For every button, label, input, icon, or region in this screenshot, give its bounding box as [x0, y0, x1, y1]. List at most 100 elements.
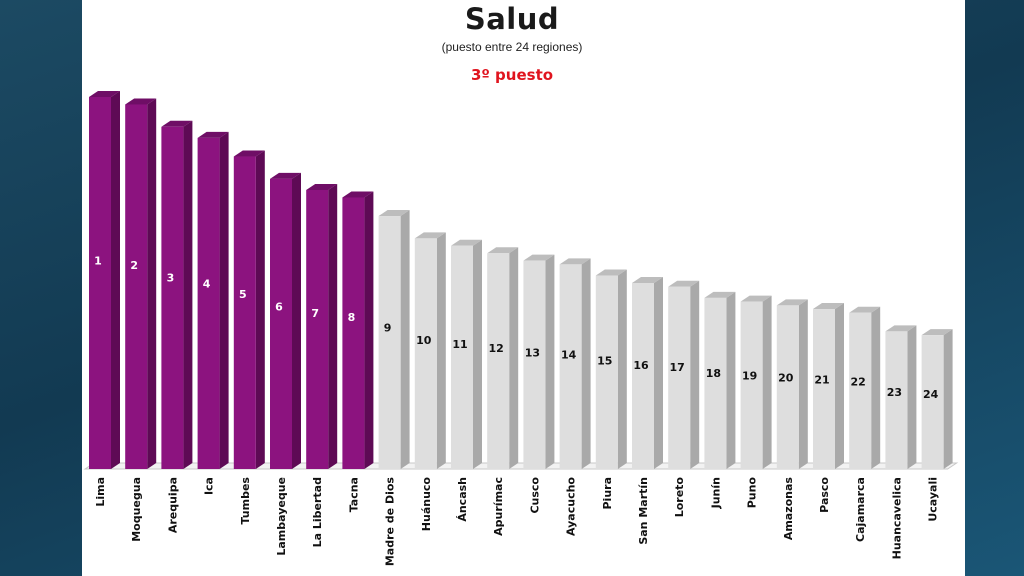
bar-12 [487, 247, 519, 469]
bar-top [342, 191, 374, 198]
bar-top [668, 280, 700, 287]
bar-value-label: 22 [851, 376, 866, 389]
bar-side [400, 210, 410, 470]
category-label: Tacna [347, 477, 360, 512]
bar-value-label: 13 [525, 346, 540, 359]
bar-front [414, 238, 437, 469]
bar-top [89, 91, 120, 97]
bar-top [813, 303, 844, 310]
category-label: Apurímac [492, 477, 505, 536]
bar-1 [89, 91, 120, 469]
category-label: Puno [746, 477, 759, 509]
bar-10 [414, 232, 446, 469]
bar-front [740, 301, 763, 469]
bar-side [364, 191, 374, 469]
bar-value-label: 3 [167, 271, 175, 284]
bar-15 [595, 269, 627, 469]
bar-side [219, 131, 229, 470]
bar-3 [161, 120, 193, 469]
bar-11 [451, 239, 482, 469]
bar-front [849, 312, 872, 469]
category-label: San Martín [637, 477, 650, 545]
bar-front [487, 253, 510, 469]
bar-top [740, 295, 772, 302]
category-label: Arequipa [166, 477, 179, 533]
bar-17 [668, 280, 700, 469]
category-label: Amazonas [782, 477, 795, 541]
category-label: Cajamarca [854, 477, 867, 542]
bar-side [545, 254, 555, 469]
bar-value-label: 21 [814, 373, 829, 386]
bar-value-label: 6 [275, 301, 283, 314]
bar-value-label: 5 [239, 288, 247, 301]
category-label: Cusco [528, 477, 541, 514]
bar-front [595, 275, 618, 469]
bar-value-label: 9 [384, 321, 392, 334]
bar-top [125, 98, 157, 105]
bar-top [197, 131, 229, 138]
bar-20 [776, 299, 808, 469]
bar-top [270, 172, 301, 179]
bar-9 [378, 210, 410, 470]
bar-front [378, 216, 401, 469]
rank-highlight: 3º puesto [470, 66, 554, 84]
bar-value-label: 17 [670, 361, 685, 374]
bar-value-label: 15 [597, 355, 612, 368]
bar-top [233, 150, 265, 157]
category-label: Ayacucho [565, 477, 578, 536]
bar-front [197, 137, 220, 470]
bar-side [762, 295, 772, 469]
bar-front [668, 286, 691, 469]
bar-front [921, 335, 944, 469]
bar-top [161, 120, 193, 127]
bar-side [111, 91, 120, 469]
bar-side [147, 98, 157, 469]
bar-7 [306, 184, 338, 469]
bar-top [595, 269, 627, 276]
bar-top [921, 329, 953, 336]
bar-front [161, 126, 184, 469]
bar-front [632, 283, 654, 469]
bar-value-label: 8 [348, 311, 356, 324]
bar-side [690, 280, 700, 469]
bar-top [523, 254, 555, 261]
bar-value-label: 4 [203, 278, 211, 291]
bar-front [559, 264, 582, 469]
category-label: Áncash [456, 477, 469, 522]
bar-6 [270, 172, 301, 469]
bar-24 [921, 329, 953, 469]
bar-front [125, 104, 148, 469]
bar-21 [813, 303, 844, 469]
bar-value-label: 11 [452, 338, 467, 351]
bar-top [414, 232, 446, 239]
bar-side [726, 291, 736, 469]
bar-top [704, 291, 736, 298]
bar-value-label: 2 [130, 259, 138, 272]
bar-side [436, 232, 446, 469]
bar-top [632, 277, 663, 283]
bar-16 [632, 277, 663, 469]
bar-2 [125, 98, 157, 469]
bar-side [581, 258, 591, 469]
bar-22 [849, 306, 881, 469]
bar-front [523, 260, 546, 469]
bar-value-label: 23 [887, 386, 902, 399]
bar-side [292, 172, 301, 469]
category-label: Lambayeque [275, 477, 288, 556]
bar-front [233, 156, 256, 469]
bar-side [255, 150, 265, 469]
bar-top [849, 306, 881, 313]
bar-top [306, 184, 338, 190]
bar-side [328, 184, 338, 469]
bar-side [907, 325, 917, 469]
bar-top [451, 239, 482, 246]
bar-value-label: 7 [311, 307, 319, 320]
bar-top [378, 210, 410, 217]
category-label: La Libertad [311, 477, 324, 547]
bar-4 [197, 131, 229, 470]
bar-front [813, 309, 835, 469]
bar-value-label: 14 [561, 348, 577, 361]
category-label: Lima [94, 477, 107, 507]
bar-side [798, 299, 808, 469]
